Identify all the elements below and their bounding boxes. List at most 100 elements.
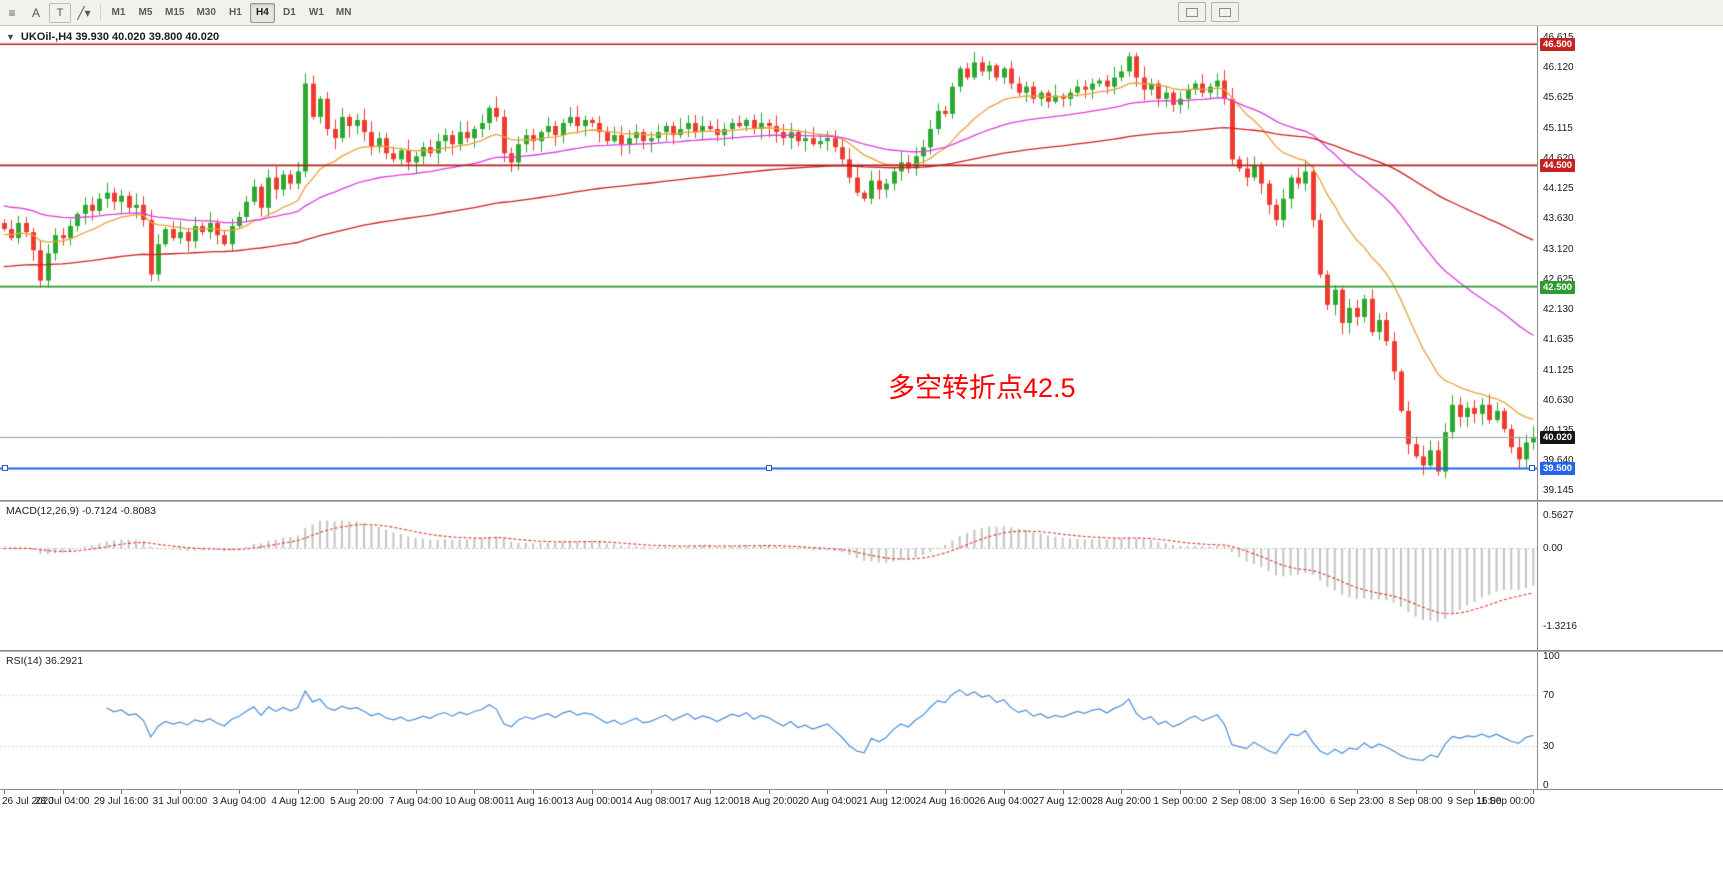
hline-handle[interactable] (765, 465, 772, 472)
timeframe-button-m30[interactable]: M30 (196, 7, 216, 18)
price-chart-canvas[interactable] (0, 26, 1537, 500)
timeframe-button-h4[interactable]: H4 (249, 2, 275, 23)
timeframe-button-m15[interactable]: M15 (165, 7, 185, 18)
date-label: 2 Sep 08:00 (1212, 796, 1267, 807)
price-tick-label: 39.145 (1543, 484, 1574, 496)
date-tick (1063, 790, 1064, 794)
date-label: 26 Aug 04:00 (974, 796, 1034, 807)
expander-icon[interactable]: ▼ (6, 32, 15, 42)
price-tick-label: 41.635 (1543, 334, 1574, 346)
hline-price-badge: 39.500 (1540, 462, 1576, 476)
date-tick (945, 790, 946, 794)
toolbar-extra-button-1[interactable] (1178, 2, 1206, 22)
toolbar: ≡ A T ╱ ▾ M1 M5 M15 M30 H1 H4 D1 W1 MN (0, 0, 1723, 26)
date-tick (1121, 790, 1122, 794)
price-tick-label: 40.630 (1543, 394, 1574, 406)
price-axis[interactable]: 46.615 46.120 45.625 45.115 44.620 44.125 43.6… (1537, 26, 1723, 500)
macd-values: -0.7124 -0.8083 (81, 505, 157, 517)
date-tick (357, 790, 358, 794)
date-label: 4 Aug 12:00 (271, 796, 325, 807)
menu-icon[interactable]: ≡ (8, 5, 16, 20)
date-label: 29 Jul 16:00 (93, 796, 149, 807)
date-tick (592, 790, 593, 794)
date-tick (239, 790, 240, 794)
macd-axis-label: 0.00 (1543, 543, 1563, 555)
rsi-axis-label: 0 (1543, 780, 1549, 791)
window-icon (1186, 7, 1198, 17)
timeframe-button-m1[interactable]: M1 (111, 7, 126, 18)
date-label: 8 Sep 08:00 (1388, 796, 1443, 807)
date-label: 24 Aug 16:00 (915, 796, 975, 807)
toolbar-extra-button-2[interactable] (1211, 2, 1239, 22)
date-tick (474, 790, 475, 794)
rsi-label: RSI(14) 36.2921 (6, 655, 83, 667)
trendline-icon: ╱ (77, 5, 85, 20)
line-studies-icon[interactable]: ╱ ▾ (73, 3, 95, 23)
date-tick (4, 790, 5, 794)
macd-name: MACD(12,26,9) (6, 505, 79, 517)
macd-label: MACD(12,26,9) -0.7124 -0.8083 (6, 505, 156, 517)
macd-panel: MACD(12,26,9) -0.7124 -0.8083 0.5627 0.00… (0, 502, 1723, 650)
panel-separator[interactable] (0, 650, 1723, 652)
timeframe-group: M1 M5 M15 M30 H1 H4 D1 W1 MN (105, 2, 357, 23)
date-label: 26 Jul 2020 (2, 796, 54, 807)
text-tool-icon[interactable]: T (49, 2, 71, 23)
price-tick-label: 46.120 (1543, 62, 1574, 74)
date-tick (416, 790, 417, 794)
rsi-plot: RSI(14) 36.2921 (0, 652, 1537, 789)
price-tick-label: 45.115 (1543, 123, 1573, 135)
date-tick (180, 790, 181, 794)
date-tick (1239, 790, 1240, 794)
date-tick (1474, 790, 1475, 794)
timeframe-button-w1[interactable]: W1 (308, 7, 324, 18)
macd-canvas[interactable] (0, 502, 1537, 650)
price-tick-label: 44.125 (1543, 183, 1574, 195)
macd-axis-label: -1.3216 (1543, 621, 1577, 633)
hline-handle[interactable] (1529, 465, 1535, 472)
timeframe-button-d1[interactable]: D1 (283, 7, 296, 18)
timeframe-button-mn[interactable]: MN (335, 7, 352, 18)
date-label: 3 Sep 16:00 (1270, 796, 1325, 807)
cursor-tool-icon[interactable]: A (31, 5, 40, 20)
timeframe-button-h1[interactable]: H1 (229, 7, 242, 18)
rsi-axis: 100 70 30 0 (1537, 651, 1723, 791)
date-label: 14 Aug 08:00 (621, 796, 681, 807)
price-tick-label: 40.135 (1543, 425, 1574, 436)
price-tick-label: 41.125 (1543, 364, 1574, 376)
price-panel: ▼ UKOil-,H4 39.930 40.020 39.800 40.020 … (0, 26, 1723, 500)
date-tick (651, 790, 652, 794)
date-label: 28 Aug 20:00 (1091, 796, 1151, 807)
chart-annotation[interactable]: 多空转折点42.5 (888, 373, 1076, 403)
date-label: 20 Aug 04:00 (797, 796, 857, 807)
macd-axis: 0.5627 0.00 -1.3216 (1537, 502, 1723, 650)
rsi-panel: RSI(14) 36.2921 100 70 30 0 (0, 651, 1723, 791)
hline-handle[interactable] (2, 465, 8, 472)
date-tick (1180, 790, 1181, 794)
macd-plot: MACD(12,26,9) -0.7124 -0.8083 (0, 502, 1537, 650)
date-tick (298, 790, 299, 794)
price-tick-label: 45.625 (1543, 92, 1574, 104)
date-axis[interactable]: 26 Jul 2020 28 Jul 04:00 29 Jul 16:00 31 Ju… (0, 789, 1723, 811)
date-tick (769, 790, 770, 794)
date-label: 9 Sep 16:00 (1447, 796, 1502, 807)
rsi-axis-label: 70 (1543, 689, 1555, 701)
rsi-canvas[interactable] (0, 652, 1537, 789)
date-label: 13 Aug 00:00 (562, 796, 622, 807)
date-label: 11 Sep 00:00 (1476, 796, 1535, 807)
chevron-down-icon: ▾ (84, 5, 91, 20)
price-tick-label: 42.130 (1543, 304, 1574, 316)
date-label: 18 Aug 20:00 (739, 796, 798, 807)
rsi-axis-label: 100 (1543, 651, 1560, 662)
date-label: 7 Aug 04:00 (389, 796, 443, 807)
price-tick-label: 43.120 (1543, 244, 1574, 256)
timeframe-button-m5[interactable]: M5 (138, 7, 153, 18)
rsi-axis-label: 30 (1543, 741, 1555, 753)
rsi-value: 36.2921 (45, 655, 84, 667)
date-tick (886, 790, 887, 794)
panel-separator[interactable] (0, 500, 1723, 502)
macd-axis-label: 0.5627 (1543, 509, 1574, 521)
date-label: 5 Aug 20:00 (330, 796, 384, 807)
rsi-name: RSI(14) (6, 655, 43, 667)
price-plot: ▼ UKOil-,H4 39.930 40.020 39.800 40.020 … (0, 26, 1537, 500)
